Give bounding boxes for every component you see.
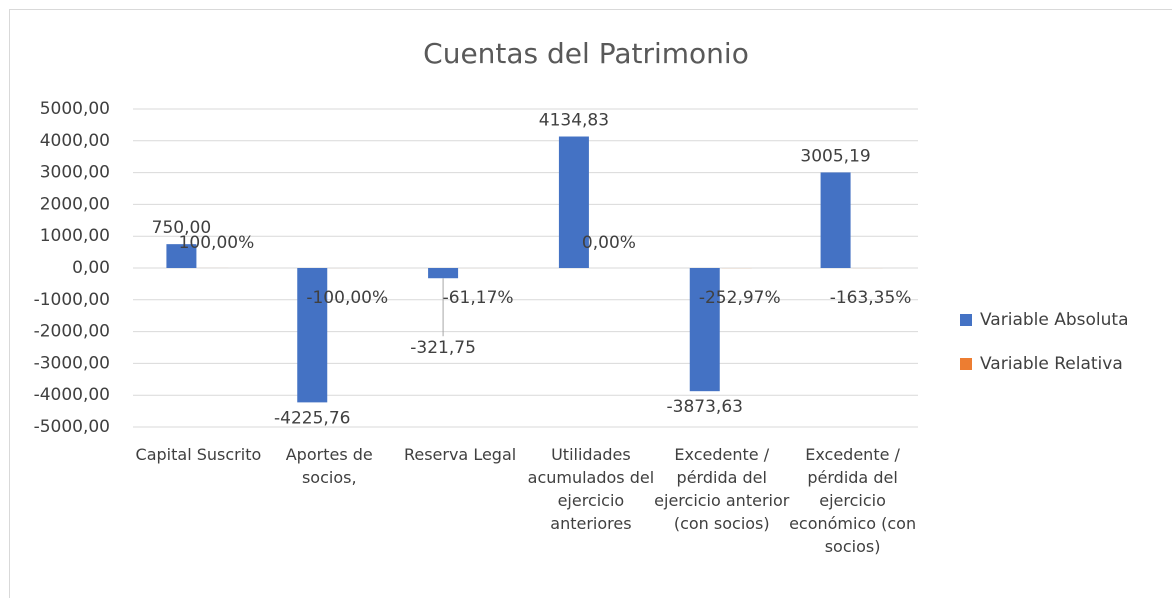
data-label: -321,75 [410, 338, 476, 358]
bar [820, 172, 851, 268]
y-tick-label: -4000,00 [34, 385, 110, 405]
data-label: -252,97% [699, 288, 781, 308]
legend-swatch [960, 358, 972, 370]
data-label: -100,00% [306, 288, 388, 308]
bar [297, 268, 328, 403]
chart-title: Cuentas del Patrimonio [423, 37, 749, 70]
y-tick-label: 0,00 [72, 258, 110, 278]
legend-label: Variable Relativa [980, 354, 1123, 374]
y-tick-label: -3000,00 [34, 353, 110, 373]
data-label: -163,35% [830, 288, 912, 308]
legend-label: Variable Absoluta [980, 310, 1129, 330]
legend-swatch [960, 314, 972, 326]
x-tick-label: Reserva Legal [403, 445, 517, 464]
x-tick-label: Excedente / pérdida del ejercicio económ… [789, 445, 917, 556]
x-tick-label: Aportes de socios, [285, 445, 373, 487]
y-tick-label: -2000,00 [34, 322, 110, 342]
bar [689, 268, 720, 392]
x-tick-label-box: Utilidades acumulados del ejercicio ante… [527, 445, 655, 533]
x-tick-label: Utilidades acumulados del ejercicio ante… [527, 445, 655, 533]
data-label: 100,00% [179, 233, 255, 253]
chart-border [9, 9, 1172, 598]
y-tick-label: 5000,00 [40, 99, 110, 119]
x-tick-label-box: Excedente / pérdida del ejercicio económ… [789, 445, 917, 556]
y-tick-label: 4000,00 [40, 131, 110, 151]
data-label: -4225,76 [274, 408, 350, 428]
x-tick-label-box: Aportes de socios, [285, 445, 373, 487]
y-tick-label: -1000,00 [34, 290, 110, 310]
x-tick-label-box: Capital Suscrito [135, 445, 262, 464]
data-label: 4134,83 [539, 111, 609, 131]
x-tick-label: Excedente / pérdida del ejercicio anteri… [654, 445, 790, 533]
bar [558, 136, 589, 268]
bar [428, 268, 459, 279]
x-tick-label-box: Reserva Legal [403, 445, 517, 464]
data-label: -61,17% [443, 288, 514, 308]
y-tick-label: 3000,00 [40, 163, 110, 183]
y-tick-label: 1000,00 [40, 226, 110, 246]
data-label: 750,00 [152, 218, 211, 238]
x-tick-label: Capital Suscrito [135, 445, 262, 464]
data-label: -3873,63 [667, 397, 743, 417]
y-tick-label: -5000,00 [34, 417, 110, 437]
x-tick-label-box: Excedente / pérdida del ejercicio anteri… [654, 445, 790, 533]
bar [166, 244, 197, 268]
y-tick-label: 2000,00 [40, 194, 110, 214]
data-label: 0,00% [582, 233, 636, 253]
data-label: 3005,19 [800, 146, 870, 166]
